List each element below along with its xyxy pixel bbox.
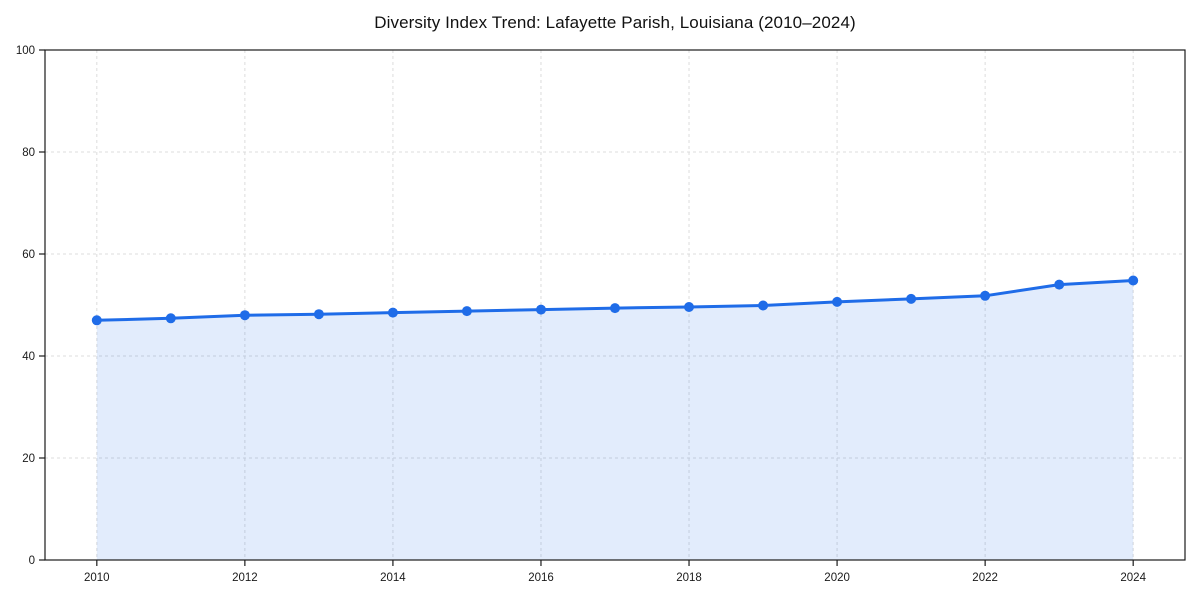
y-tick-label: 0 xyxy=(29,555,35,567)
y-tick-label: 60 xyxy=(22,249,35,261)
x-tick-label: 2010 xyxy=(84,572,110,584)
y-tick-label: 100 xyxy=(16,45,35,57)
plot-border xyxy=(44,49,1186,561)
x-tick-label: 2022 xyxy=(972,572,998,584)
data-point xyxy=(684,302,694,312)
data-point xyxy=(980,290,991,301)
y-tick-label: 20 xyxy=(22,453,35,465)
data-point xyxy=(165,313,176,324)
x-tick-label: 2016 xyxy=(528,572,554,584)
data-point xyxy=(758,300,769,311)
x-tick-label: 2012 xyxy=(232,572,258,584)
data-point xyxy=(313,309,324,320)
x-tick-label: 2014 xyxy=(380,572,406,584)
data-point xyxy=(91,315,102,326)
data-point xyxy=(906,293,917,304)
area-fill xyxy=(96,280,1134,560)
y-tick-label: 80 xyxy=(22,147,35,159)
chart-title: Diversity Index Trend: Lafayette Parish,… xyxy=(374,13,856,32)
data-point xyxy=(536,304,546,315)
x-tick-label: 2020 xyxy=(824,572,850,584)
y-tick-label: 40 xyxy=(22,351,35,363)
data-point xyxy=(1128,275,1139,286)
data-point xyxy=(1054,279,1065,290)
x-tick-label: 2018 xyxy=(676,572,702,584)
data-point xyxy=(239,310,250,321)
data-point xyxy=(610,303,620,314)
x-tick-label: 2024 xyxy=(1120,572,1146,584)
data-point xyxy=(832,296,843,307)
data-point xyxy=(387,307,398,318)
data-point xyxy=(461,306,472,317)
